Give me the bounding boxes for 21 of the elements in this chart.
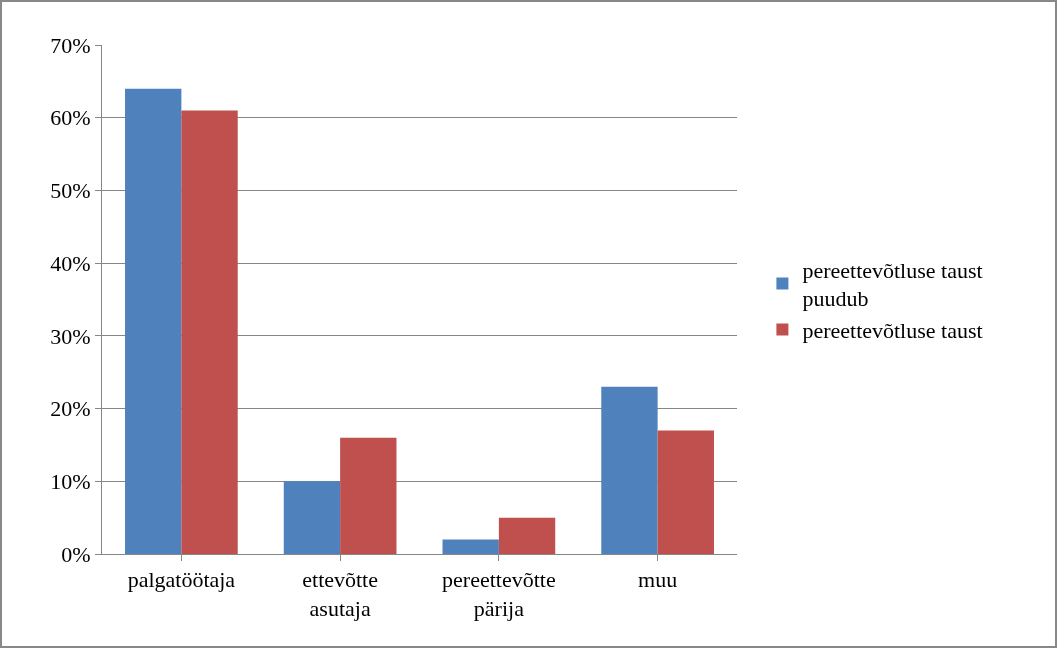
- x-tick-label: ettevõtte asutaja: [302, 567, 379, 621]
- x-tick-label: palgatöötaja: [127, 567, 236, 593]
- bar: [181, 110, 238, 554]
- legend-label: pereettevõtluse taust: [802, 318, 983, 344]
- y-tick-label: 20%: [50, 396, 91, 422]
- bar: [442, 539, 499, 554]
- bar: [657, 430, 714, 554]
- y-tick-label: 0%: [61, 541, 91, 567]
- bar: [125, 88, 182, 554]
- y-tick-label: 40%: [50, 250, 91, 276]
- x-tick-label: muu: [638, 567, 678, 593]
- y-tick-label: 50%: [50, 178, 91, 204]
- bar: [340, 437, 397, 554]
- y-tick-label: 30%: [50, 323, 91, 349]
- x-tick-label: pereettevõtte pärija: [442, 567, 556, 621]
- bar: [283, 481, 341, 554]
- bar: [601, 386, 658, 554]
- y-tick-label: 60%: [50, 105, 91, 131]
- y-tick-label: 70%: [50, 32, 91, 58]
- bar: [498, 517, 556, 554]
- y-tick-label: 10%: [50, 468, 91, 494]
